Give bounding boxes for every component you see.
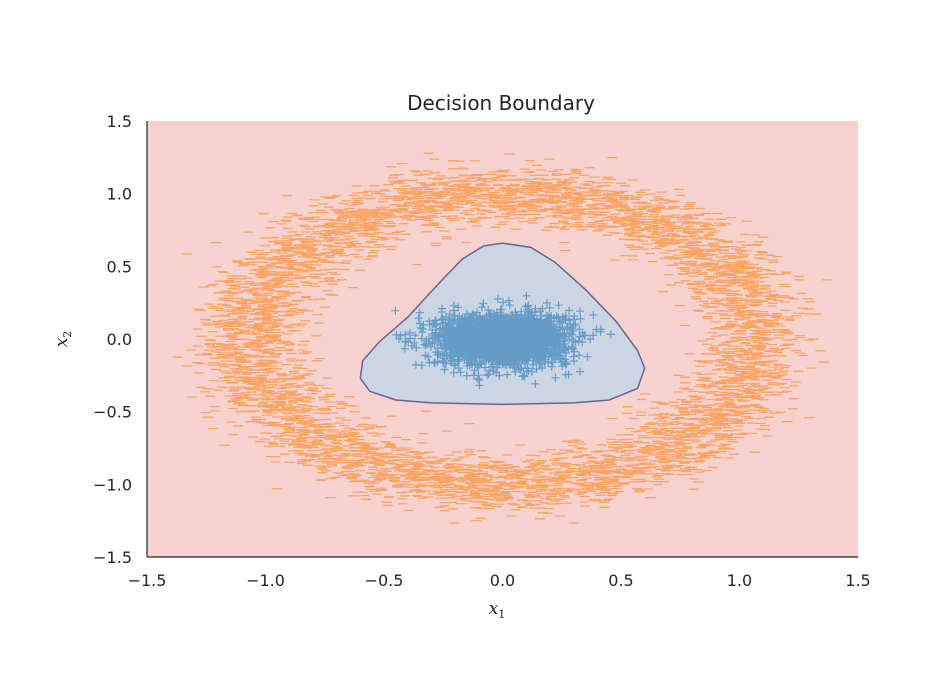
y-tick-label: 1.5 — [107, 112, 132, 131]
y-tick-label: 0.5 — [107, 257, 132, 276]
inner-series — [391, 291, 615, 390]
x-tick-label: −1.5 — [128, 571, 167, 590]
y-tick-label: −1.0 — [93, 475, 132, 494]
y-tick-label: 0.0 — [107, 330, 132, 349]
x-axis-label: x1 — [489, 599, 506, 621]
x-ticks: −1.5 −1.0 −0.5 0.0 0.5 1.0 1.5 — [128, 571, 871, 590]
x-tick-label: −1.0 — [246, 571, 285, 590]
y-tick-label: −1.5 — [93, 548, 132, 567]
x-axis-label-main: x — [489, 599, 499, 619]
y-ticks: −1.5 −1.0 −0.5 0.0 0.5 1.0 1.5 — [93, 112, 132, 567]
y-tick-label: −0.5 — [93, 403, 132, 422]
x-tick-label: 1.5 — [845, 571, 870, 590]
x-tick-label: 0.5 — [608, 571, 633, 590]
y-axis-label: x2 — [52, 331, 74, 348]
ring-markers — [172, 152, 833, 524]
x-axis-label-subscript: 1 — [498, 608, 505, 621]
ring-series — [172, 152, 833, 524]
y-axis-label-main: x — [52, 337, 72, 347]
chart-title: Decision Boundary — [407, 91, 595, 115]
y-axis-label-subscript: 2 — [61, 331, 74, 338]
x-tick-label: 0.0 — [490, 571, 515, 590]
x-tick-label: −0.5 — [365, 571, 404, 590]
y-tick-label: 1.0 — [107, 185, 132, 204]
inner-markers — [391, 291, 615, 390]
x-tick-label: 1.0 — [727, 571, 752, 590]
